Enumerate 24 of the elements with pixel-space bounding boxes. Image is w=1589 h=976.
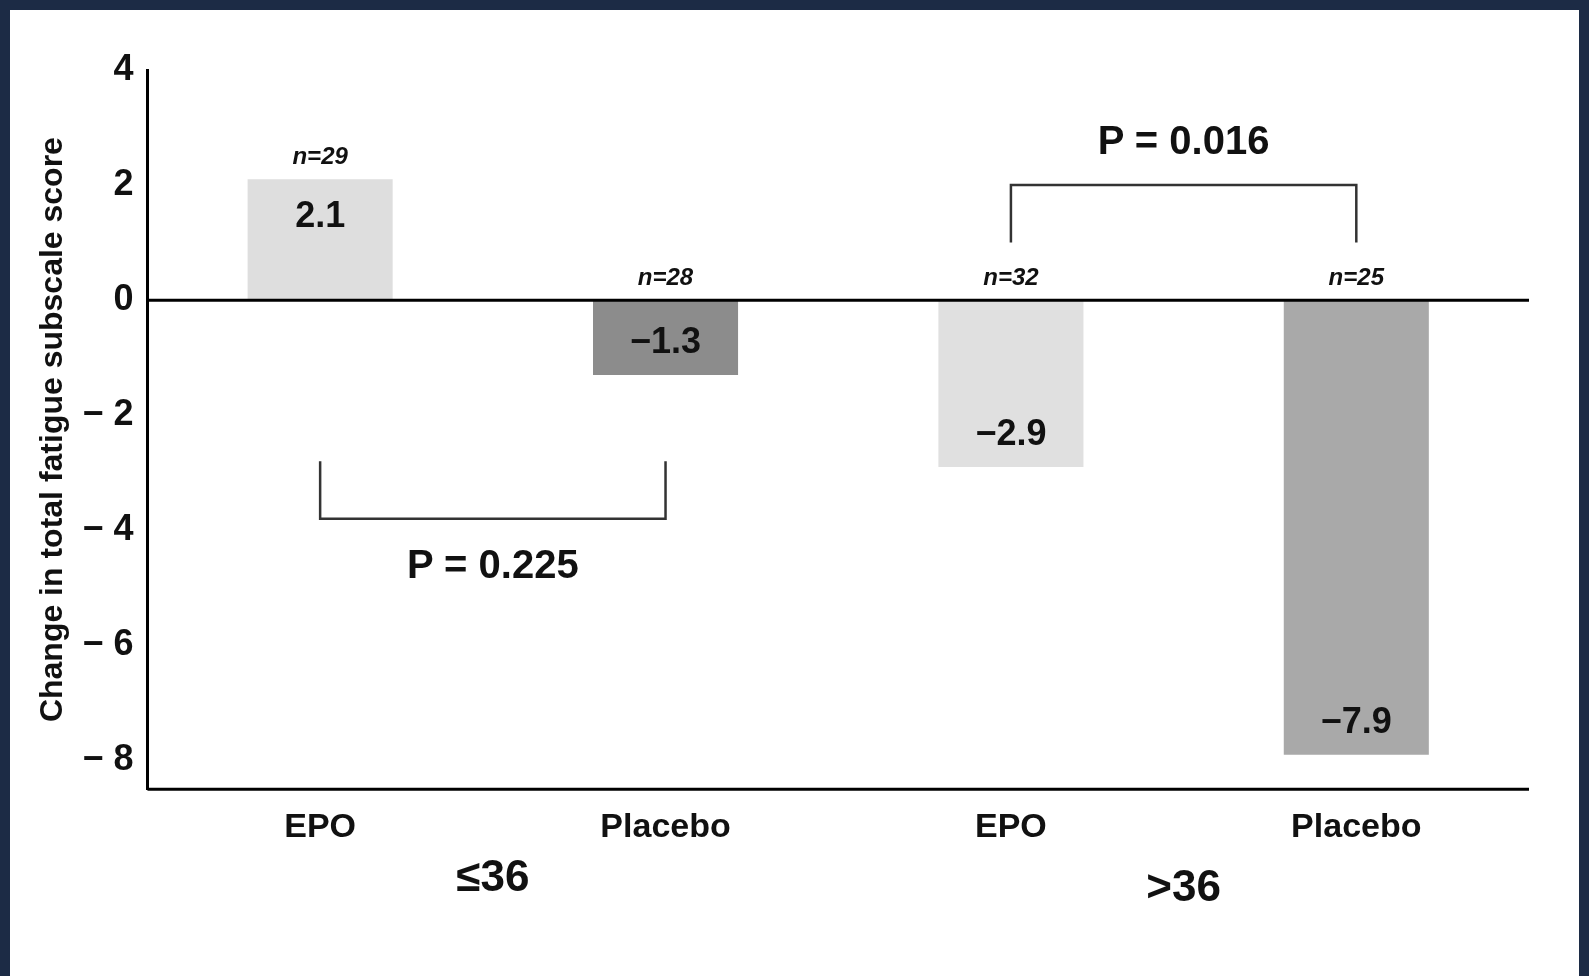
y-tick-label: 0 [113,277,134,319]
text: >36 [1146,861,1221,911]
x-tick-label: Placebo [1291,805,1422,844]
y-tick-label: − 4 [82,507,134,549]
y-tick-label: − 8 [82,737,134,779]
text: ≤36 [456,851,530,901]
y-tick-label: − 2 [82,392,134,434]
annotation: n=25 [1328,262,1385,290]
annotation: n=29 [292,141,349,169]
x-tick-label: Placebo [600,805,731,844]
data-label: −7.9 [1320,699,1392,741]
y-axis-title: Change in total fatigue subscale score [33,137,70,723]
y-tick-label: 4 [113,46,134,88]
annotation: P = 0.016 [1097,118,1270,163]
y-tick-label: − 6 [82,622,134,664]
annotation: n=32 [983,262,1040,290]
x-tick-label: EPO [284,805,357,844]
data-label: 2.1 [295,194,346,236]
data-label: −2.9 [975,411,1047,453]
data-label: −1.3 [629,319,702,361]
annotation: n=28 [637,262,694,290]
y-tick-label: 2 [113,161,134,203]
x-tick-label: EPO [975,805,1047,844]
annotation: P = 0.225 [407,541,579,586]
